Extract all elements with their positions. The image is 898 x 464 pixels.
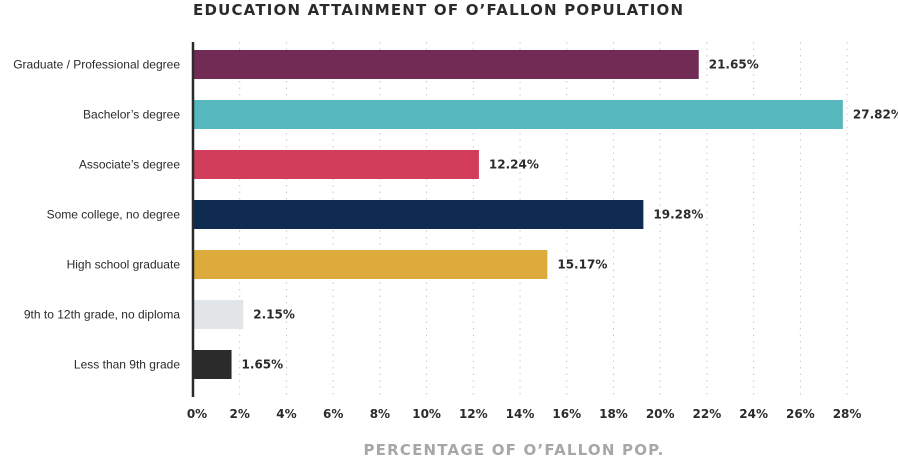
data-label: 2.15% <box>253 308 295 322</box>
data-label: 27.82% <box>853 108 898 122</box>
bar <box>193 350 232 379</box>
x-tick-label: 8% <box>370 407 390 421</box>
x-tick-label: 12% <box>459 407 488 421</box>
bar <box>193 250 548 279</box>
data-label: 12.24% <box>489 158 539 172</box>
x-tick-label: 14% <box>506 407 535 421</box>
x-tick-label: 18% <box>599 407 628 421</box>
x-axis-label: PERCENTAGE OF O’FALLON POP. <box>363 441 665 459</box>
data-label: 1.65% <box>242 358 284 372</box>
x-tick-label: 4% <box>276 407 296 421</box>
category-label: Less than 9th grade <box>74 358 180 372</box>
category-label: Graduate / Professional degree <box>13 58 180 72</box>
x-tick-label: 28% <box>833 407 862 421</box>
data-label: 19.28% <box>653 208 703 222</box>
x-tick-label: 2% <box>230 407 250 421</box>
bar <box>193 300 244 329</box>
x-tick-label: 0% <box>187 407 207 421</box>
data-label: 21.65% <box>709 58 759 72</box>
x-tick-label: 20% <box>646 407 675 421</box>
category-label: Associate’s degree <box>79 158 181 172</box>
category-label: High school graduate <box>67 258 181 272</box>
x-tick-label: 10% <box>412 407 441 421</box>
x-tick-label: 24% <box>739 407 768 421</box>
chart-title: EDUCATION ATTAINMENT OF O’FALLON POPULAT… <box>193 1 685 19</box>
category-label: Bachelor’s degree <box>83 108 180 122</box>
x-tick-label: 22% <box>693 407 722 421</box>
category-label: Some college, no degree <box>47 208 181 222</box>
bar <box>193 100 843 129</box>
bar <box>193 150 479 179</box>
bar <box>193 50 699 79</box>
bar <box>193 200 644 229</box>
x-tick-label: 26% <box>786 407 815 421</box>
data-label: 15.17% <box>557 258 607 272</box>
x-tick-label: 6% <box>323 407 343 421</box>
category-label: 9th to 12th grade, no diploma <box>24 308 180 322</box>
x-tick-label: 16% <box>552 407 581 421</box>
